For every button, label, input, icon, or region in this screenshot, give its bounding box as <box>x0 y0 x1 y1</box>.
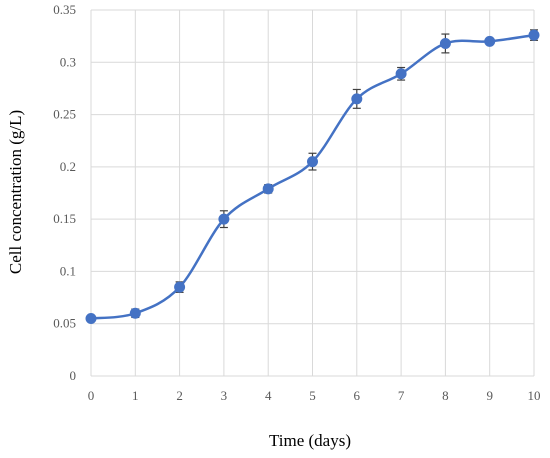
data-point-5 <box>307 156 318 168</box>
data-points <box>85 29 540 324</box>
x-tick-label: 8 <box>442 388 449 403</box>
y-tick-label: 0 <box>70 368 77 383</box>
x-tick-label: 6 <box>354 388 361 403</box>
data-point-0 <box>85 312 97 324</box>
data-point-1 <box>129 307 141 319</box>
y-tick-label: 0.35 <box>53 2 76 17</box>
x-tick-labels: 0 1 2 3 4 5 6 7 8 9 10 <box>88 388 541 403</box>
data-point-4 <box>262 183 274 195</box>
x-tick-label: 10 <box>528 388 541 403</box>
y-tick-label: 0.2 <box>60 159 76 174</box>
x-tick-label: 3 <box>221 388 228 403</box>
x-tick-label: 2 <box>176 388 183 403</box>
y-axis-title: Cell concentration (g/L) <box>6 110 25 274</box>
data-point-3 <box>218 213 230 225</box>
data-point-10 <box>528 29 540 41</box>
x-tick-label: 5 <box>309 388 316 403</box>
data-point-2 <box>174 281 186 293</box>
data-point-8 <box>439 37 451 49</box>
y-tick-label: 0.05 <box>53 316 76 331</box>
y-tick-label: 0.3 <box>60 54 76 69</box>
data-point-9 <box>484 35 496 47</box>
data-point-7 <box>395 68 407 80</box>
x-tick-label: 7 <box>398 388 405 403</box>
y-tick-label: 0.1 <box>60 263 76 278</box>
y-tick-label: 0.15 <box>53 211 76 226</box>
x-tick-label: 9 <box>486 388 493 403</box>
gridlines <box>90 9 535 376</box>
x-tick-label: 1 <box>132 388 139 403</box>
x-axis-title: Time (days) <box>269 431 351 450</box>
y-tick-labels: 0 0.05 0.1 0.15 0.2 0.25 0.3 0.35 <box>53 2 76 383</box>
x-tick-label: 4 <box>265 388 272 403</box>
y-tick-label: 0.25 <box>53 107 76 122</box>
data-point-6 <box>351 93 363 105</box>
x-tick-label: 0 <box>88 388 95 403</box>
